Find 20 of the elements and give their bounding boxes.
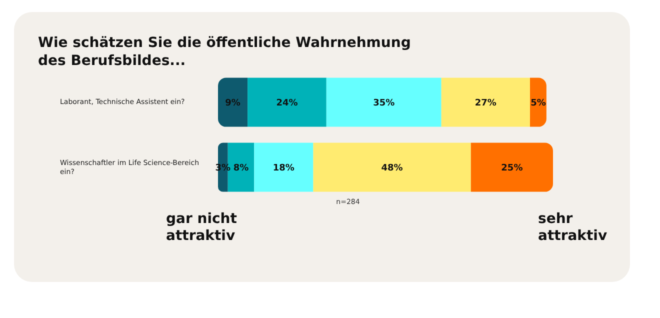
data-label: 27% xyxy=(474,98,496,108)
bar xyxy=(313,142,471,192)
text: gar nicht attraktiv xyxy=(166,211,238,245)
data-label: 48% xyxy=(381,163,403,174)
chart-title: Wie schätzen Sie die öffentliche Wahrnehmung des Berufsbildes... xyxy=(38,34,412,70)
bar xyxy=(530,78,546,127)
bar xyxy=(254,142,314,192)
data-label: 35% xyxy=(373,98,395,108)
text: sehr attraktiv xyxy=(538,211,608,245)
data-label: 24% xyxy=(276,98,298,108)
data-label: 8% xyxy=(233,163,249,174)
data-label: 9% xyxy=(225,98,240,108)
bar xyxy=(326,78,442,127)
data-label: 5% xyxy=(530,98,546,108)
data-label: 18% xyxy=(272,163,294,174)
bar xyxy=(248,78,326,127)
bar xyxy=(470,142,553,192)
bar xyxy=(441,78,530,127)
bar xyxy=(218,78,248,127)
data-label: 25% xyxy=(501,163,523,174)
